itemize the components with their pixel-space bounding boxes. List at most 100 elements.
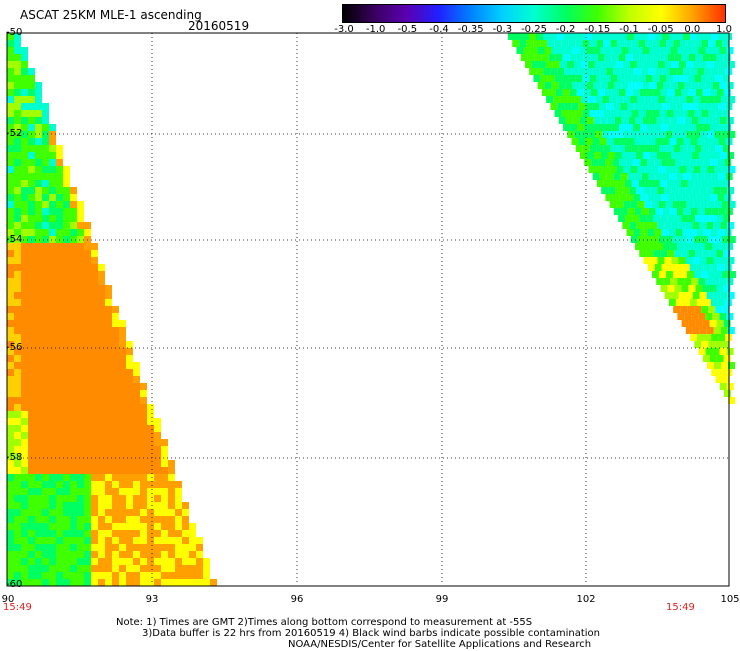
swath-cell [84,537,91,544]
swath-cell [70,229,77,236]
swath-cell [703,229,711,236]
swath-cell [726,117,734,124]
swath-cell [583,89,591,96]
swath-cell [573,61,581,68]
swath-cell [133,362,140,369]
swath-cell [681,215,689,222]
swath-cell [615,61,623,68]
swath-cell [709,250,717,257]
swath-cell [717,159,725,166]
swath-cell [119,376,126,383]
swath-cell [105,418,112,425]
swath-cell [133,404,140,411]
swath-cell [77,432,84,439]
swath-cell [678,187,686,194]
swath-cell [589,75,597,82]
swath-cell [692,257,700,264]
swath-cell [14,264,21,271]
swath-cell [21,362,28,369]
swath-cell [56,502,63,509]
swath-cell [70,208,77,215]
swath-cell [203,558,210,565]
swath-cell [660,89,668,96]
swath-cell [719,47,727,54]
swath-cell [35,348,42,355]
swath-cell [711,103,719,110]
swath-cell [714,236,722,243]
swath-cell [35,145,42,152]
swath-cell [527,54,535,61]
swath-cell [727,327,735,334]
swath-cell [119,565,126,572]
swath-cell [682,264,690,271]
swath-cell [182,502,189,509]
swath-cell [673,180,681,187]
swath-cell [77,222,84,229]
swath-cell [77,572,84,579]
swath-cell [42,299,49,306]
swath-cell [84,439,91,446]
swath-cell [175,551,182,558]
swath-cell [649,117,657,124]
swath-cell [105,292,112,299]
swath-cell [42,474,49,481]
swath-cell [588,96,596,103]
swath-cell [140,432,147,439]
swath-cell [105,516,112,523]
swath-cell [695,285,703,292]
swath-cell [701,306,709,313]
swath-cell [126,572,133,579]
swath-cell [14,68,21,75]
swath-cell [63,208,70,215]
swath-cell [673,145,681,152]
swath-cell [196,565,203,572]
swath-cell [690,208,698,215]
swath-cell [105,530,112,537]
swath-cell [28,474,35,481]
swath-cell [648,138,656,145]
swath-cell [641,103,649,110]
swath-cell [654,194,662,201]
swath-cell [21,558,28,565]
swath-cell [7,222,14,229]
swath-cell [133,502,140,509]
swath-cell [715,341,723,348]
swath-cell [63,313,70,320]
swath-cell [673,75,681,82]
swath-cell [49,453,56,460]
swath-cell [547,75,555,82]
swath-cell [28,180,35,187]
swath-cell [14,369,21,376]
swath-cell [646,215,654,222]
swath-cell [633,124,641,131]
swath-cell [621,152,629,159]
swath-cell [691,152,699,159]
swath-cell [91,243,98,250]
swath-cell [610,145,618,152]
swath-cell [98,376,105,383]
swath-cell [14,215,21,222]
swath-cell [724,299,732,306]
swath-cell [698,152,706,159]
swath-cell [634,138,642,145]
swath-cell [705,117,713,124]
swath-cell [575,75,583,82]
swath-cell [568,75,576,82]
swath-cell [14,425,21,432]
swath-cell [657,61,665,68]
swath-cell [63,418,70,425]
swath-cell [49,404,56,411]
swath-cell [140,411,147,418]
swath-cell [77,327,84,334]
swath-cell [707,96,715,103]
swath-cell [112,509,119,516]
swath-cell [42,453,49,460]
swath-cell [668,124,676,131]
swath-cell [91,572,98,579]
swath-cell [63,355,70,362]
swath-cell [70,565,77,572]
swath-cell [627,103,635,110]
swath-cell [615,187,623,194]
swath-cell [56,306,63,313]
swath-cell [701,110,709,117]
